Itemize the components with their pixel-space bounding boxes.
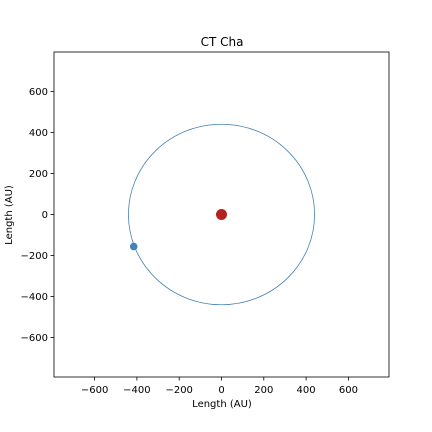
x-tick-label: −600 [81,385,108,396]
x-tick-label: 200 [254,385,273,396]
x-tick-label: 400 [297,385,316,396]
y-tick-label: −200 [21,251,48,262]
y-tick-label: 0 [42,210,48,221]
host-star-point [216,209,227,220]
x-axis-label: Length (AU) [192,399,252,410]
x-axis-ticks: −600 −400 −200 0 200 400 600 [81,377,358,396]
orbit-path [128,123,315,306]
x-tick-label: 0 [218,385,224,396]
y-tick-label: 200 [29,169,48,180]
x-tick-label: −400 [123,385,150,396]
chart-title: CT Cha [201,35,244,49]
y-tick-label: −400 [21,292,48,303]
y-tick-label: 600 [29,87,48,98]
y-tick-label: 400 [29,128,48,139]
companion-point [129,242,138,251]
y-axis-ticks: −600 −400 −200 0 200 400 600 [21,87,54,344]
data-marks [128,123,315,306]
y-axis-label: Length (AU) [4,185,15,245]
x-tick-label: 600 [339,385,358,396]
y-tick-label: −600 [21,333,48,344]
x-tick-label: −200 [165,385,192,396]
